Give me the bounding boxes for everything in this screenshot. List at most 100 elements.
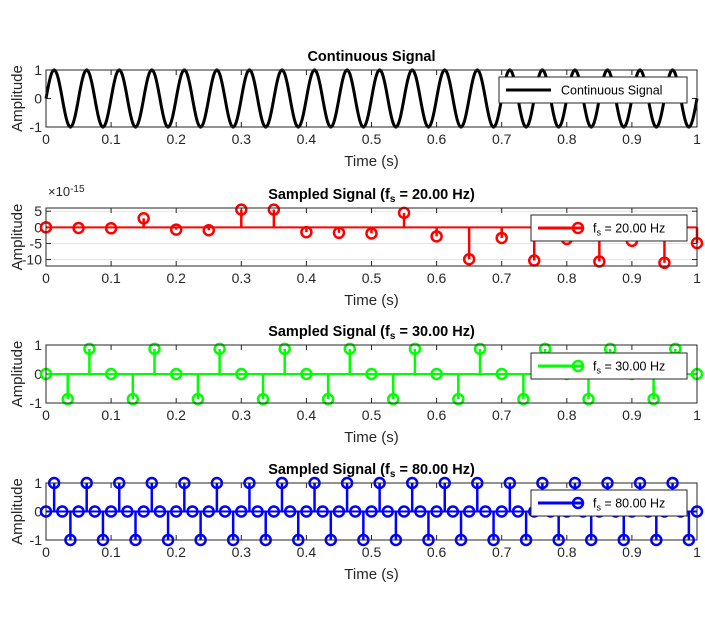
chart-title-tail: = 30.00 Hz) bbox=[395, 324, 475, 340]
stem-marker bbox=[408, 342, 422, 356]
exponent-label: ×10-15 bbox=[48, 184, 85, 199]
axes-box bbox=[45, 482, 698, 541]
legend-label-tail: = 20.00 Hz bbox=[601, 222, 665, 236]
stem-marker bbox=[430, 505, 443, 518]
stem-marker bbox=[267, 203, 281, 216]
y-tick-label: -5 bbox=[30, 235, 43, 251]
legend-label-subscript: s bbox=[596, 227, 601, 237]
subplot-1: Continuous Signal Amplitude Time (s) 0 0.1 0.… bbox=[9, 49, 701, 170]
x-tick-label: 0.7 bbox=[492, 544, 512, 560]
stem-marker bbox=[473, 342, 487, 356]
y-tick-label: 5 bbox=[34, 203, 42, 219]
x-axis-label: Time (s) bbox=[344, 292, 398, 309]
stem-marker bbox=[365, 505, 378, 518]
x-tick-label: 0 bbox=[42, 131, 50, 147]
stem-marker bbox=[316, 505, 329, 518]
stem-marker bbox=[452, 392, 465, 406]
y-tick-label: 1 bbox=[34, 337, 42, 353]
stem-marker bbox=[332, 226, 346, 240]
y-tick-label: -1 bbox=[30, 395, 43, 411]
stem-marker bbox=[647, 392, 660, 406]
stem-marker bbox=[186, 505, 199, 518]
x-tick-label: 0.7 bbox=[492, 407, 512, 423]
legend-label: fs = 20.00 Hz bbox=[593, 222, 665, 238]
chart-title: Continuous Signal bbox=[307, 49, 435, 65]
stem-marker bbox=[218, 505, 232, 518]
stem-marker bbox=[153, 505, 167, 518]
stem-marker bbox=[381, 505, 395, 518]
axes-box bbox=[45, 69, 698, 128]
x-tick-label: 0.9 bbox=[622, 131, 642, 147]
stem-marker bbox=[495, 231, 508, 245]
stem-marker bbox=[213, 342, 226, 356]
y-tick-label: 1 bbox=[34, 62, 42, 78]
stem-marker bbox=[61, 392, 74, 406]
stem-marker bbox=[365, 367, 378, 381]
legend-label: fs = 30.00 Hz bbox=[593, 360, 665, 376]
legend-box bbox=[530, 214, 688, 242]
x-tick-label: 0 bbox=[42, 270, 50, 286]
x-tick-label: 1 bbox=[693, 407, 701, 423]
y-tick-label: 1 bbox=[34, 475, 42, 491]
y-axis-label: Amplitude bbox=[9, 204, 26, 271]
x-tick-label: 0.1 bbox=[101, 270, 121, 286]
x-tick-label: 1 bbox=[693, 544, 701, 560]
stem-marker bbox=[462, 252, 476, 266]
x-axis-label: Time (s) bbox=[344, 429, 398, 446]
y-tick-label: 0 bbox=[34, 91, 42, 107]
stem-marker bbox=[104, 222, 118, 235]
stem-marker bbox=[462, 505, 476, 518]
stem-marker bbox=[83, 342, 96, 356]
stem-marker bbox=[137, 212, 150, 225]
legend: fs = 80.00 Hz bbox=[530, 489, 688, 517]
stem-marker bbox=[397, 505, 411, 518]
x-tick-label: 0.5 bbox=[362, 407, 382, 423]
stem-marker bbox=[169, 505, 183, 518]
chart-title-tail: = 80.00 Hz) bbox=[395, 462, 475, 478]
x-tick-label: 0.4 bbox=[297, 131, 317, 147]
stem-marker bbox=[495, 505, 508, 518]
x-tick-label: 0.7 bbox=[492, 131, 512, 147]
stem-marker bbox=[386, 392, 400, 406]
y-axis-label: Amplitude bbox=[9, 65, 26, 132]
x-tick-label: 0.8 bbox=[557, 131, 577, 147]
x-tick-label: 1 bbox=[693, 270, 701, 286]
stem-marker bbox=[267, 505, 281, 518]
stem-marker bbox=[104, 367, 118, 381]
axes-box bbox=[45, 207, 698, 267]
stem-marker bbox=[414, 505, 427, 518]
stem-marker bbox=[495, 367, 508, 381]
stem-marker bbox=[300, 225, 313, 239]
x-tick-label: 0.2 bbox=[166, 270, 186, 286]
x-tick-label: 0.5 bbox=[362, 544, 382, 560]
stem-marker bbox=[126, 392, 140, 406]
x-axis-label: Time (s) bbox=[344, 566, 398, 583]
x-tick-label: 0.5 bbox=[362, 270, 382, 286]
x-tick-label: 0.1 bbox=[101, 544, 121, 560]
stem-marker bbox=[517, 392, 530, 406]
y-axis-label: Amplitude bbox=[9, 341, 26, 408]
x-tick-label: 0.3 bbox=[232, 131, 252, 147]
y-tick-label: -1 bbox=[30, 119, 43, 135]
legend-label: Continuous Signal bbox=[561, 84, 662, 98]
stem-marker bbox=[202, 223, 215, 237]
x-tick-label: 0.3 bbox=[232, 407, 252, 423]
legend-marker-swatch bbox=[571, 359, 585, 373]
x-tick-label: 0.8 bbox=[557, 544, 577, 560]
exponent-power: -15 bbox=[70, 184, 85, 195]
subplot-4: Sampled Signal (fs = 80.00 Hz) Amplitude T… bbox=[9, 462, 704, 583]
continuous-signal-line bbox=[44, 68, 699, 129]
stem-marker bbox=[169, 367, 183, 381]
stem-marker bbox=[511, 505, 525, 518]
chart-title-subscript: s bbox=[390, 331, 396, 342]
stem-marker bbox=[148, 342, 161, 356]
chart-title-tail: = 20.00 Hz) bbox=[395, 187, 475, 203]
stem-marker bbox=[479, 505, 492, 518]
legend: fs = 30.00 Hz bbox=[530, 352, 688, 380]
stem-marker bbox=[104, 505, 118, 518]
x-tick-label: 0.9 bbox=[622, 407, 642, 423]
stem-marker bbox=[235, 203, 248, 216]
x-tick-label: 0.3 bbox=[232, 544, 252, 560]
chart-title: Sampled Signal (fs = 30.00 Hz) bbox=[268, 324, 475, 342]
